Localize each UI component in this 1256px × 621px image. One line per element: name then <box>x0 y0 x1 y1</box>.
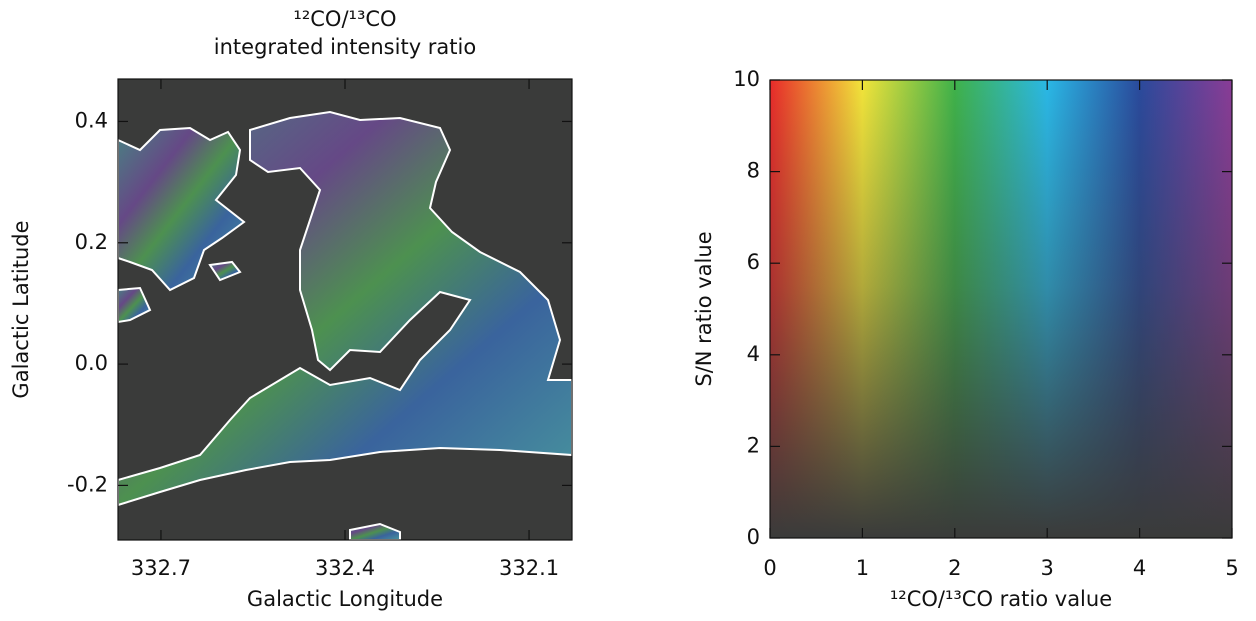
y-tick-label: 0.4 <box>75 108 108 132</box>
x-tick-label: 4 <box>1133 556 1146 580</box>
x-tick-label: 1 <box>856 556 869 580</box>
x-tick-label: 332.7 <box>131 556 191 580</box>
y-tick-label: 4 <box>747 342 760 366</box>
x-tick-label: 0 <box>763 556 776 580</box>
x-axis-label: Galactic Longitude <box>247 587 443 611</box>
map-region <box>208 260 242 282</box>
plot-frame <box>769 79 1233 539</box>
y-tick-label: 0.0 <box>75 351 108 375</box>
y-tick-label: 6 <box>747 250 760 274</box>
x-tick-label: 5 <box>1225 556 1238 580</box>
y-tick-label: 2 <box>747 433 760 457</box>
chart-title: integrated intensity ratio <box>214 35 476 59</box>
chart-title: ¹²CO/¹³CO <box>293 7 396 31</box>
x-tick-label: 332.4 <box>315 556 375 580</box>
y-tick-label: 8 <box>747 159 760 183</box>
x-tick-label: 332.1 <box>499 556 559 580</box>
y-tick-label: 0.2 <box>75 230 108 254</box>
y-tick-label: 0 <box>747 525 760 549</box>
map-region <box>117 110 573 507</box>
x-axis-label: ¹²CO/¹³CO ratio value <box>890 587 1112 611</box>
y-axis-label: S/N ratio value <box>692 231 716 386</box>
x-tick-label: 2 <box>948 556 961 580</box>
map-region <box>117 126 246 292</box>
map-region <box>349 522 401 541</box>
y-axis-label: Galactic Latitude <box>9 220 33 398</box>
y-tick-label: -0.2 <box>67 472 108 496</box>
x-tick-label: 3 <box>1041 556 1054 580</box>
y-tick-label: 10 <box>733 67 760 91</box>
colormap-fade <box>770 80 1232 538</box>
